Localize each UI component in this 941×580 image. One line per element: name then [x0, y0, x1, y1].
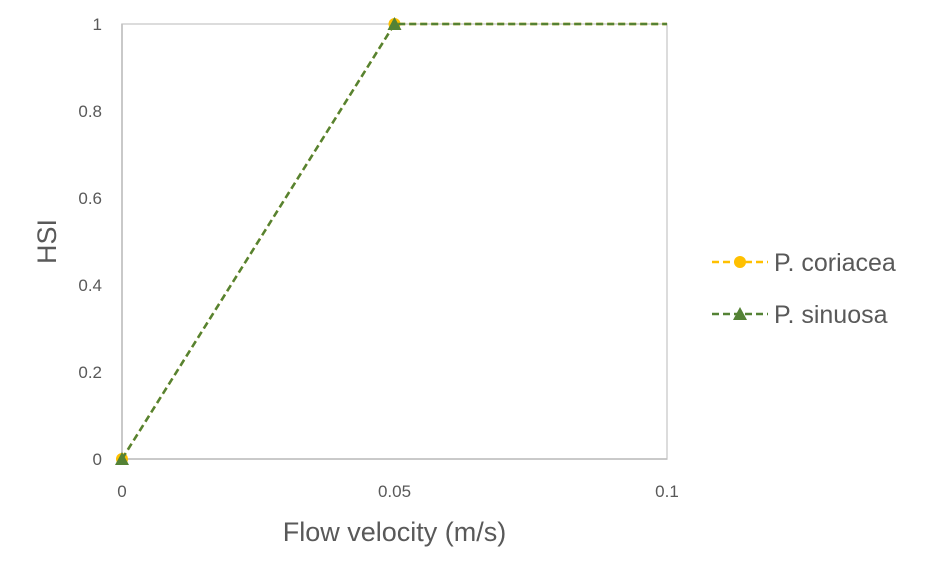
series-line-1: [120, 22, 667, 460]
legend-label-0: P. coriacea: [774, 249, 896, 277]
y-tick-label: 0: [93, 450, 102, 469]
x-axis-title: Flow velocity (m/s): [283, 517, 507, 547]
y-tick-label: 0.6: [78, 189, 102, 208]
legend-marker-1: [733, 307, 747, 320]
y-axis-title: HSI: [32, 219, 62, 264]
y-tick-label: 1: [93, 15, 102, 34]
series-line-0: [120, 22, 667, 460]
data-point-1-0: [115, 452, 129, 465]
x-tick-label: 0: [117, 482, 126, 501]
legend-label-1: P. sinuosa: [774, 301, 888, 329]
plot-area: [121, 23, 668, 460]
legend-marker-0: [734, 256, 746, 268]
data-point-1-1: [387, 17, 402, 30]
y-tick-label: 0.4: [78, 276, 102, 295]
y-tick-label: 0.8: [78, 102, 102, 121]
y-tick-label: 0.2: [78, 363, 102, 382]
x-tick-label: 0.05: [378, 482, 411, 501]
x-tick-label: 0.1: [655, 482, 679, 501]
